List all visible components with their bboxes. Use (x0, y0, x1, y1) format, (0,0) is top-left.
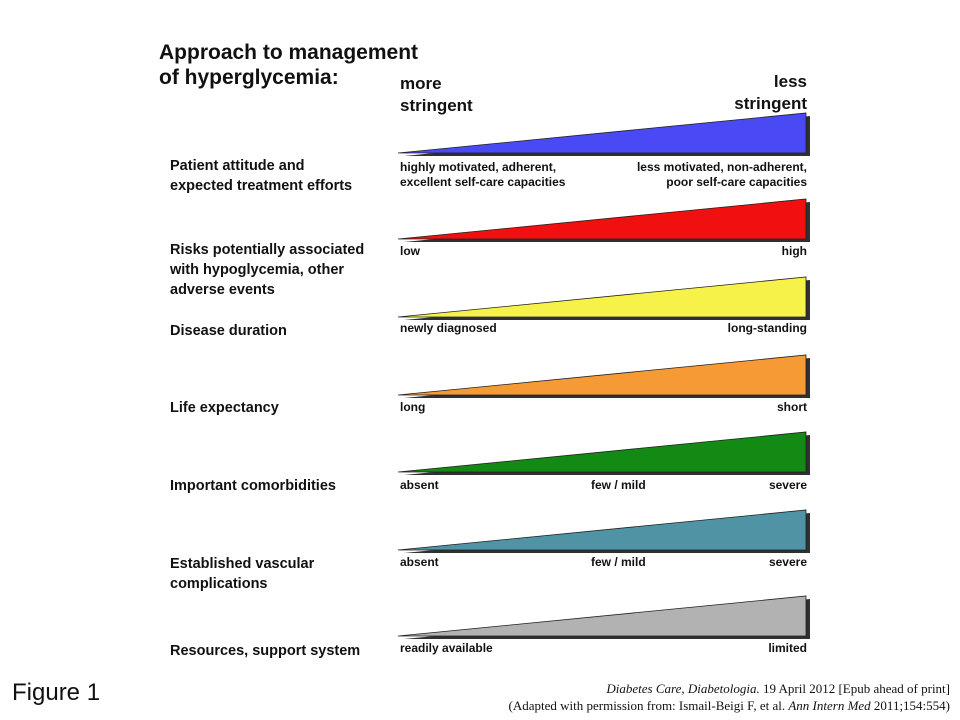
wedge-resources (397, 595, 810, 639)
citation-adapted: (Adapted with permission from: Ismail-Be… (508, 698, 789, 713)
wedge-vascular-complications (397, 509, 810, 553)
more-stringent-header: more stringent (400, 74, 473, 115)
wedge-patient-attitude (397, 112, 810, 156)
row-left-annotation-resources: readily available (400, 641, 493, 655)
row-right-annotation-life-expectancy: short (777, 400, 807, 414)
row-right-annotation-comorbidities: severe (768, 478, 807, 492)
row-mid-annotation-vascular-complications: few / mild (591, 555, 646, 569)
citation-source-journal: Ann Intern Med (788, 698, 871, 713)
row-label-disease-duration: Disease duration (170, 323, 287, 339)
citation-journals: Diabetes Care, Diabetologia. (606, 681, 760, 696)
citation-line-2: (Adapted with permission from: Ismail-Be… (509, 698, 951, 714)
diagram-title: Approach to management of hyperglycemia: (159, 41, 419, 89)
citation-volume: 2011;154:554) (870, 698, 950, 713)
citation-date: 19 April 2012 [Epub ahead of print] (759, 681, 950, 696)
wedge-disease-duration (397, 276, 810, 320)
citation-line-1: Diabetes Care, Diabetologia. 19 April 20… (606, 681, 950, 697)
row-label-resources: Resources, support system (170, 643, 361, 659)
row-left-annotation-patient-attitude: highly motivated, adherent, excellent se… (400, 160, 566, 189)
row-right-annotation-disease-duration: long-standing (727, 321, 807, 335)
less-stringent-header: less stringent (734, 72, 807, 113)
row-left-annotation-vascular-complications: absent (400, 555, 439, 569)
row-label-patient-attitude: Patient attitude and expected treatment … (170, 158, 353, 194)
wedge-life-expectancy (397, 354, 810, 398)
row-left-annotation-life-expectancy: long (400, 400, 426, 414)
row-left-annotation-hypoglycemia-risk: low (400, 244, 420, 258)
row-label-hypoglycemia-risk: Risks potentially associated with hypogl… (170, 242, 365, 298)
row-right-annotation-hypoglycemia-risk: high (781, 244, 807, 258)
row-left-annotation-comorbidities: absent (400, 478, 439, 492)
row-label-comorbidities: Important comorbidities (170, 478, 336, 494)
wedge-hypoglycemia-risk (397, 198, 810, 242)
row-right-annotation-vascular-complications: severe (768, 555, 807, 569)
figure-label: Figure 1 (12, 679, 101, 706)
row-right-annotation-resources: limited (768, 641, 807, 655)
row-right-annotation-patient-attitude: less motivated, non-adherent, poor self-… (636, 160, 807, 189)
row-label-life-expectancy: Life expectancy (170, 400, 279, 416)
row-mid-annotation-comorbidities: few / mild (591, 478, 646, 492)
row-label-vascular-complications: Established vascular complications (170, 556, 315, 592)
row-left-annotation-disease-duration: newly diagnosed (400, 321, 497, 335)
wedge-comorbidities (397, 431, 810, 475)
